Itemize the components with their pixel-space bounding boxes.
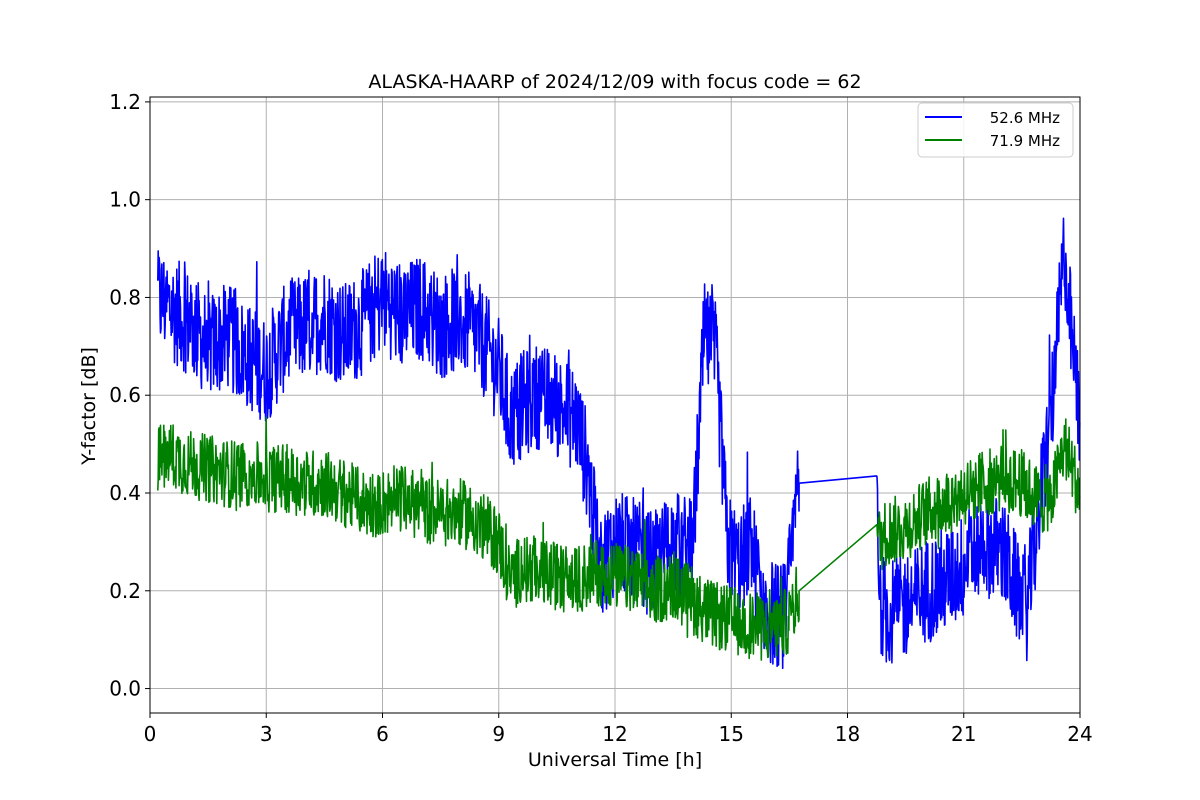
x-tick-label: 18 — [835, 722, 860, 746]
x-tick-label: 6 — [376, 722, 389, 746]
x-tick-label: 12 — [602, 722, 627, 746]
x-tick-label: 0 — [144, 722, 157, 746]
x-tick-label: 9 — [492, 722, 505, 746]
y-axis-label: Y-factor [dB] — [78, 347, 100, 466]
x-tick-label: 24 — [1067, 722, 1092, 746]
series-line-52-6-mhz — [157, 217, 1081, 670]
y-tick-label: 1.2 — [109, 90, 141, 114]
y-tick-label: 0.4 — [109, 481, 141, 505]
x-tick-label: 15 — [719, 722, 744, 746]
series-layer — [157, 217, 1081, 670]
x-tick-label: 3 — [260, 722, 273, 746]
y-tick-label: 0.6 — [109, 383, 141, 407]
y-tick-label: 1.0 — [109, 188, 141, 212]
axis-ticks: 0 3 6 9 12 15 18 21 24 0.0 0.2 0.4 0.6 0.8 1.0 1.2 — [109, 90, 1093, 746]
y-tick-label: 0.2 — [109, 579, 141, 603]
legend: 52.6 MHz 71.9 MHz — [917, 102, 1074, 158]
chart-title: ALASKA-HAARP of 2024/12/09 with focus co… — [368, 71, 861, 93]
x-tick-label: 21 — [951, 722, 976, 746]
legend-label-71-9-mhz: 71.9 MHz — [990, 132, 1060, 150]
series-line-71-9-mhz — [157, 416, 1081, 661]
legend-label-52-6-mhz: 52.6 MHz — [990, 109, 1060, 127]
y-tick-label: 0.0 — [109, 677, 141, 701]
y-tick-label: 0.8 — [109, 285, 141, 309]
x-axis-label: Universal Time [h] — [528, 749, 702, 771]
